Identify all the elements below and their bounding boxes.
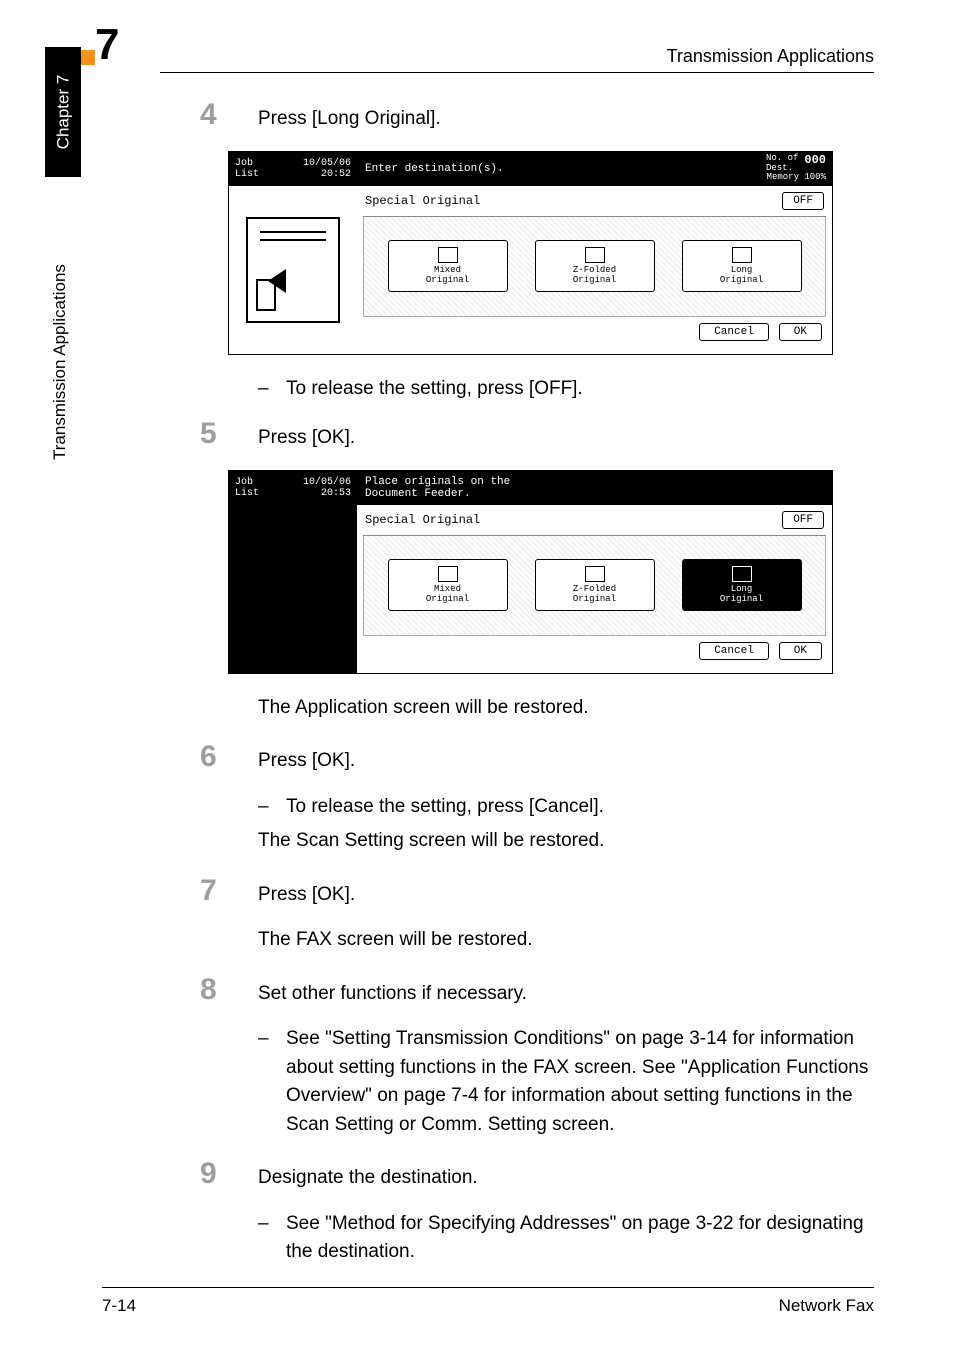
- ss2-btn1-label: Mixed Original: [426, 585, 469, 605]
- step7-after: The FAX screen will be restored.: [258, 926, 880, 955]
- side-section-label: Transmission Applications: [50, 264, 70, 460]
- ss2-btn2-label: Z-Folded Original: [573, 585, 616, 605]
- step5-number: 5: [200, 417, 258, 451]
- step5-after: The Application screen will be restored.: [258, 694, 880, 723]
- feeder-icon: [256, 279, 276, 311]
- ss2-preview: [229, 505, 357, 673]
- ss2-off-button[interactable]: OFF: [782, 511, 824, 529]
- ss2-datetime: 10/05/06 20:53: [303, 477, 351, 499]
- ss2-panel-title: Special Original: [365, 513, 480, 527]
- ss1-zfolded-original-button[interactable]: Z-Folded Original: [535, 240, 655, 292]
- footer-page-number: 7-14: [102, 1296, 136, 1316]
- step8-sub: See "Setting Transmission Conditions" on…: [286, 1025, 880, 1139]
- ss1-memory: Memory 100%: [767, 173, 826, 183]
- step6-sub: To release the setting, press [Cancel].: [286, 793, 880, 822]
- ss1-preview-box: [246, 217, 340, 323]
- step9-sub: See "Method for Specifying Addresses" on…: [286, 1210, 880, 1267]
- ss2-mixed-original-button[interactable]: Mixed Original: [388, 559, 508, 611]
- header-rule: [160, 72, 874, 73]
- long-original-icon: [732, 247, 752, 263]
- footer-rule: [102, 1287, 874, 1288]
- ss1-off-button[interactable]: OFF: [782, 192, 824, 210]
- ss2-ok-button[interactable]: OK: [779, 642, 822, 660]
- step7-text: Press [OK].: [258, 881, 355, 909]
- long-original-icon: [732, 566, 752, 582]
- header-title: Transmission Applications: [667, 46, 874, 67]
- ss2-top-text: Place originals on the Document Feeder.: [357, 471, 832, 505]
- ss1-top-text: Enter destination(s).: [357, 152, 712, 186]
- ss2-long-original-button[interactable]: Long Original: [682, 559, 802, 611]
- dash: –: [258, 793, 286, 822]
- ss1-preview: [229, 186, 357, 354]
- step8-text: Set other functions if necessary.: [258, 980, 527, 1008]
- dash: –: [258, 1210, 286, 1267]
- step6-number: 6: [200, 740, 258, 774]
- ss1-dest-label: No. of Dest.: [766, 154, 798, 174]
- step5-text: Press [OK].: [258, 424, 355, 452]
- chapter-tab: Chapter 7: [45, 47, 81, 177]
- step6-after: The Scan Setting screen will be restored…: [258, 827, 880, 856]
- chapter-big-number: 7: [95, 20, 119, 70]
- dash: –: [258, 1025, 286, 1139]
- ss1-dest-count: 000: [804, 154, 826, 174]
- ss2-zfolded-original-button[interactable]: Z-Folded Original: [535, 559, 655, 611]
- step9-number: 9: [200, 1157, 258, 1191]
- chapter-tab-text: Chapter 7: [53, 75, 73, 150]
- ss1-joblist-label: Job List: [235, 158, 259, 180]
- ss1-cancel-button[interactable]: Cancel: [699, 323, 769, 341]
- dash: –: [258, 375, 286, 404]
- footer-doc-title: Network Fax: [779, 1296, 874, 1316]
- step7-number: 7: [200, 874, 258, 908]
- ss1-btn1-label: Mixed Original: [426, 266, 469, 286]
- screenshot-2: Job List 10/05/06 20:53 Place originals …: [228, 470, 833, 674]
- ss2-joblist[interactable]: Job List 10/05/06 20:53: [229, 471, 357, 505]
- step8-number: 8: [200, 973, 258, 1007]
- step4-number: 4: [200, 98, 258, 132]
- zfolded-original-icon: [585, 566, 605, 582]
- screenshot-1: Job List 10/05/06 20:52 Enter destinatio…: [228, 151, 833, 355]
- mixed-original-icon: [438, 566, 458, 582]
- ss2-joblist-label: Job List: [235, 477, 259, 499]
- step9-text: Designate the destination.: [258, 1164, 478, 1192]
- zfolded-original-icon: [585, 247, 605, 263]
- ss1-mixed-original-button[interactable]: Mixed Original: [388, 240, 508, 292]
- step4-sub: To release the setting, press [OFF].: [286, 375, 880, 404]
- ss2-cancel-button[interactable]: Cancel: [699, 642, 769, 660]
- ss1-btn2-label: Z-Folded Original: [573, 266, 616, 286]
- ss2-btn3-label: Long Original: [720, 585, 763, 605]
- ss1-long-original-button[interactable]: Long Original: [682, 240, 802, 292]
- mixed-original-icon: [438, 247, 458, 263]
- ss1-ok-button[interactable]: OK: [779, 323, 822, 341]
- ss1-btn3-label: Long Original: [720, 266, 763, 286]
- ss1-panel-title: Special Original: [365, 194, 480, 208]
- ss1-top-right: No. of Dest. 000 Memory 100%: [712, 152, 832, 186]
- step6-text: Press [OK].: [258, 747, 355, 775]
- ss1-joblist[interactable]: Job List 10/05/06 20:52: [229, 152, 357, 186]
- step4-text: Press [Long Original].: [258, 105, 441, 133]
- ss1-datetime: 10/05/06 20:52: [303, 158, 351, 180]
